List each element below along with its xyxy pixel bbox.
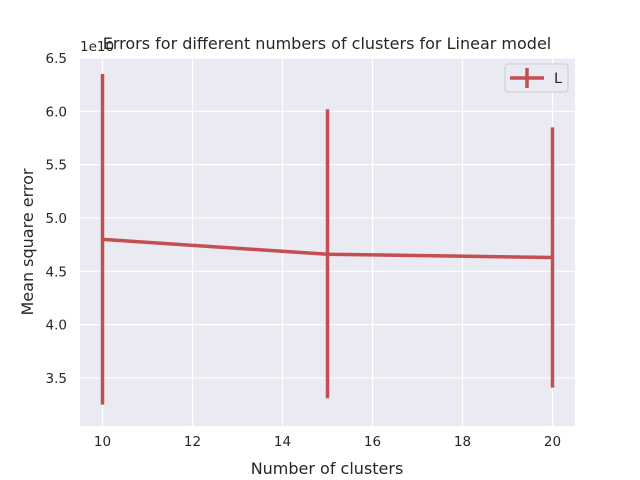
x-axis-label: Number of clusters [251, 459, 404, 478]
x-tick-label: 10 [94, 434, 111, 450]
chart-title: Errors for different numbers of clusters… [103, 34, 551, 53]
x-tick-label: 20 [544, 434, 561, 450]
y-tick-label: 3.5 [46, 371, 67, 387]
y-tick-label: 6.5 [46, 51, 67, 67]
y-ticks: 3.5 4.0 4.5 5.0 5.5 6.0 6.5 [46, 51, 67, 387]
x-tick-label: 14 [274, 434, 291, 450]
x-tick-label: 12 [184, 434, 201, 450]
x-tick-label: 18 [454, 434, 471, 450]
legend: L [504, 63, 569, 93]
y-tick-label: 4.0 [46, 318, 67, 334]
y-tick-label: 6.0 [46, 104, 67, 120]
offset-text: 1e10 [80, 39, 114, 55]
series [100, 74, 555, 405]
series-line [102, 237, 553, 260]
x-ticks: 10 12 14 16 18 20 [94, 434, 561, 450]
y-tick-label: 4.5 [46, 264, 67, 280]
legend-label: L [554, 71, 562, 87]
y-tick-label: 5.5 [46, 158, 67, 174]
y-axis-label: Mean square error [18, 168, 37, 315]
x-tick-label: 16 [364, 434, 381, 450]
y-tick-label: 5.0 [46, 211, 67, 227]
